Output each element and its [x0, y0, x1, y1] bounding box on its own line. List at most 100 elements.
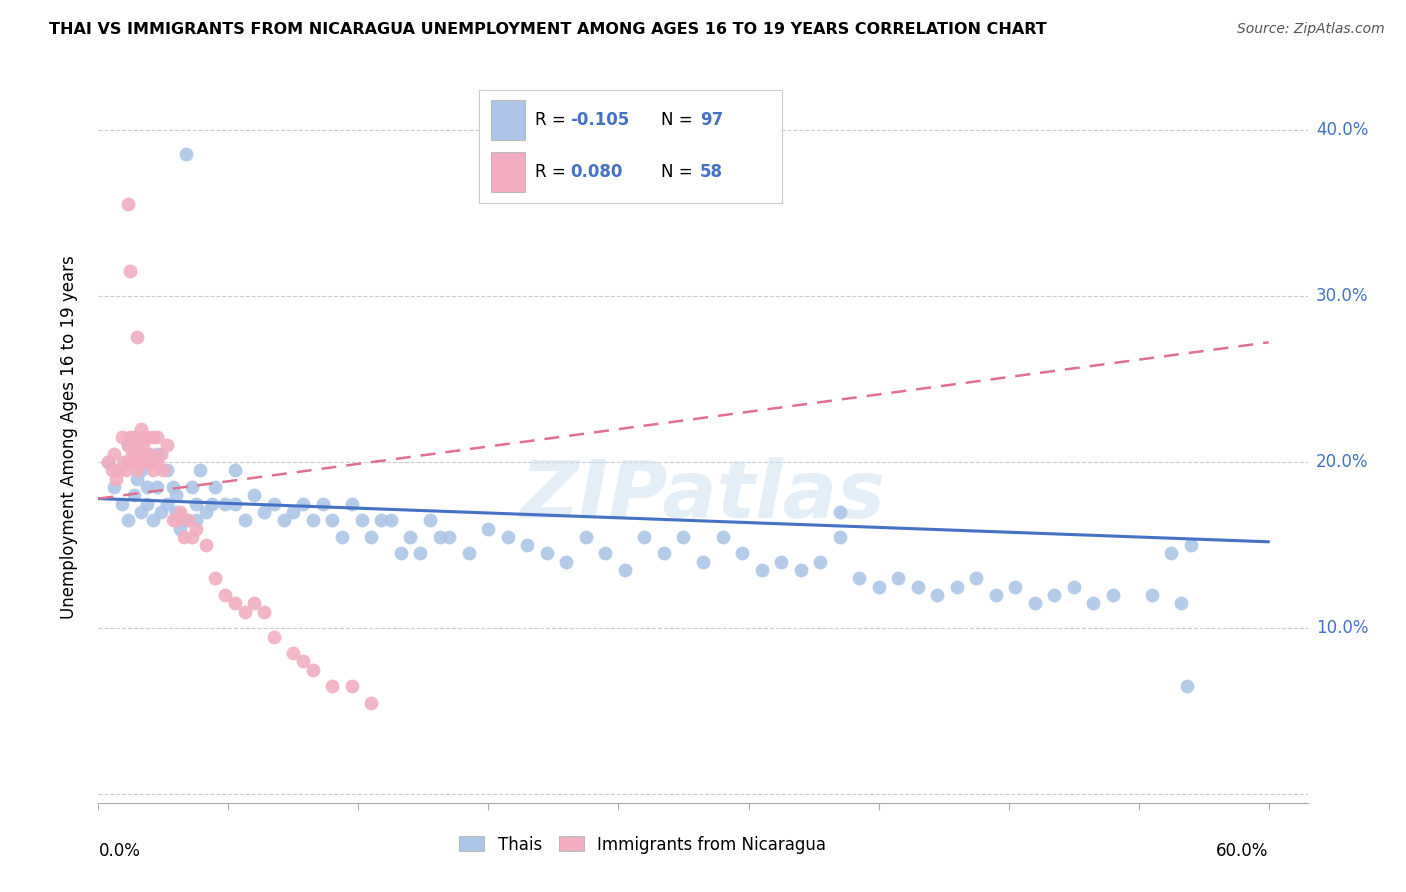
Point — [122, 488, 145, 502]
Point — [1160, 546, 1182, 560]
Point — [925, 588, 948, 602]
Point — [984, 588, 1007, 602]
Point — [409, 546, 432, 560]
Point — [302, 513, 325, 527]
Point — [107, 463, 129, 477]
Point — [273, 513, 295, 527]
Point — [156, 497, 179, 511]
Point — [769, 555, 792, 569]
Point — [132, 438, 155, 452]
Point — [808, 555, 831, 569]
Point — [633, 530, 655, 544]
Point — [146, 430, 169, 444]
Point — [142, 463, 165, 477]
Point — [907, 580, 929, 594]
Point — [321, 513, 343, 527]
Point — [146, 455, 169, 469]
Point — [868, 580, 890, 594]
Point — [142, 430, 165, 444]
Point — [330, 530, 353, 544]
Point — [122, 430, 145, 444]
Point — [149, 447, 172, 461]
Point — [672, 530, 695, 544]
Point — [101, 463, 124, 477]
Point — [350, 513, 373, 527]
Point — [177, 513, 200, 527]
Point — [253, 505, 276, 519]
Point — [292, 497, 315, 511]
Point — [139, 455, 162, 469]
Point — [131, 422, 153, 436]
Point — [224, 497, 246, 511]
Point — [107, 463, 129, 477]
Point — [127, 438, 149, 452]
Point — [965, 571, 987, 585]
Point — [111, 430, 134, 444]
Point — [389, 546, 412, 560]
Point — [312, 497, 335, 511]
Point — [194, 538, 217, 552]
Point — [595, 546, 617, 560]
Point — [399, 530, 422, 544]
Point — [204, 571, 226, 585]
Point — [134, 430, 156, 444]
Point — [131, 430, 153, 444]
Point — [1024, 596, 1046, 610]
Point — [945, 580, 967, 594]
Point — [340, 497, 363, 511]
Point — [97, 455, 120, 469]
Point — [419, 513, 441, 527]
Point — [184, 497, 207, 511]
Text: 30.0%: 30.0% — [1316, 287, 1368, 305]
Point — [117, 513, 139, 527]
Point — [131, 463, 153, 477]
Point — [692, 555, 714, 569]
Text: ZIPatlas: ZIPatlas — [520, 457, 886, 534]
Point — [243, 488, 266, 502]
Point — [224, 463, 246, 477]
Point — [138, 447, 160, 461]
Point — [121, 447, 143, 461]
Point — [97, 455, 120, 469]
Point — [127, 430, 149, 444]
Point — [1081, 596, 1104, 610]
Point — [370, 513, 392, 527]
Point — [200, 497, 222, 511]
Point — [1063, 580, 1085, 594]
Point — [194, 505, 217, 519]
Point — [243, 596, 266, 610]
Point — [162, 513, 184, 527]
Point — [1180, 538, 1202, 552]
Y-axis label: Unemployment Among Ages 16 to 19 years: Unemployment Among Ages 16 to 19 years — [59, 255, 77, 619]
Point — [1043, 588, 1066, 602]
Point — [111, 497, 134, 511]
Point — [165, 505, 187, 519]
Point — [516, 538, 538, 552]
Point — [117, 455, 139, 469]
Point — [146, 480, 169, 494]
Point — [181, 480, 204, 494]
Point — [156, 438, 179, 452]
Point — [253, 605, 276, 619]
Point — [233, 513, 256, 527]
Point — [136, 480, 159, 494]
Point — [136, 497, 159, 511]
Point — [142, 513, 165, 527]
Point — [828, 530, 851, 544]
Point — [136, 430, 159, 444]
Point — [731, 546, 754, 560]
Point — [103, 480, 125, 494]
Point — [652, 546, 675, 560]
Point — [104, 472, 127, 486]
Point — [1175, 680, 1198, 694]
Point — [128, 455, 150, 469]
Point — [188, 463, 211, 477]
Point — [302, 663, 325, 677]
Point — [112, 455, 135, 469]
Point — [711, 530, 734, 544]
Point — [321, 680, 343, 694]
Point — [614, 563, 637, 577]
Point — [360, 530, 382, 544]
Point — [751, 563, 773, 577]
Point — [360, 696, 382, 710]
